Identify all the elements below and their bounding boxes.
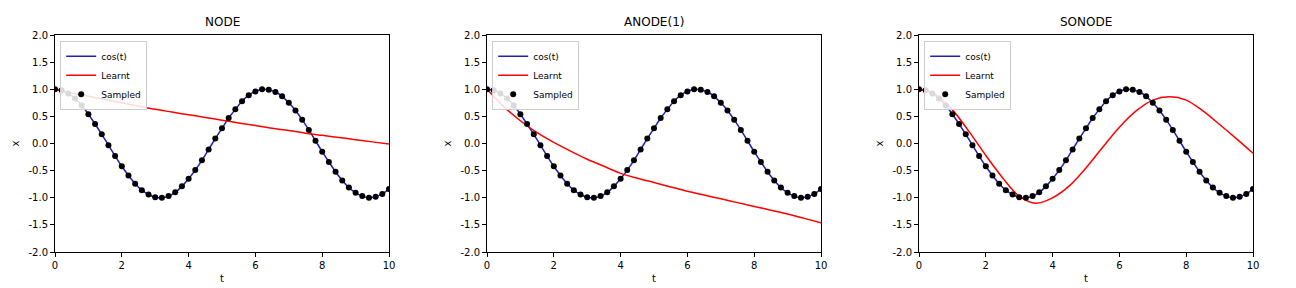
svg-text:Sampled: Sampled	[101, 90, 140, 100]
svg-text:1.5: 1.5	[464, 57, 480, 68]
svg-text:2: 2	[983, 260, 989, 271]
svg-text:SONODE: SONODE	[1060, 15, 1112, 29]
svg-text:-2.0: -2.0	[892, 247, 912, 258]
svg-text:2.0: 2.0	[32, 30, 48, 41]
svg-text:0.5: 0.5	[896, 111, 912, 122]
svg-text:0.0: 0.0	[896, 138, 912, 149]
svg-text:2.0: 2.0	[896, 30, 912, 41]
svg-text:cos(t): cos(t)	[965, 52, 991, 62]
svg-text:0: 0	[916, 260, 922, 271]
svg-text:Learnt: Learnt	[101, 71, 130, 81]
svg-text:0.0: 0.0	[32, 138, 48, 149]
svg-text:1.5: 1.5	[896, 57, 912, 68]
svg-text:8: 8	[319, 260, 325, 271]
svg-text:x: x	[874, 140, 885, 146]
svg-text:NODE: NODE	[205, 15, 240, 29]
svg-text:2: 2	[551, 260, 557, 271]
svg-text:-1.5: -1.5	[460, 219, 480, 230]
svg-text:cos(t): cos(t)	[101, 52, 127, 62]
svg-text:0: 0	[52, 260, 58, 271]
svg-text:Learnt: Learnt	[965, 71, 994, 81]
svg-text:0.5: 0.5	[32, 111, 48, 122]
svg-text:Learnt: Learnt	[533, 71, 562, 81]
svg-text:cos(t): cos(t)	[533, 52, 559, 62]
svg-text:6: 6	[1116, 260, 1122, 271]
svg-text:Sampled: Sampled	[965, 90, 1004, 100]
svg-text:-1.0: -1.0	[28, 192, 48, 203]
svg-text:10: 10	[383, 260, 396, 271]
svg-text:4: 4	[1049, 260, 1055, 271]
svg-text:1.5: 1.5	[32, 57, 48, 68]
svg-text:x: x	[442, 140, 453, 146]
svg-text:0.5: 0.5	[464, 111, 480, 122]
svg-text:-1.0: -1.0	[892, 192, 912, 203]
svg-text:-1.5: -1.5	[28, 219, 48, 230]
svg-text:2.0: 2.0	[464, 30, 480, 41]
svg-text:8: 8	[751, 260, 757, 271]
svg-text:-0.5: -0.5	[460, 165, 480, 176]
svg-text:-1.0: -1.0	[460, 192, 480, 203]
svg-text:6: 6	[684, 260, 690, 271]
svg-text:1.0: 1.0	[896, 84, 912, 95]
svg-text:4: 4	[185, 260, 191, 271]
svg-text:-0.5: -0.5	[28, 165, 48, 176]
svg-text:-1.5: -1.5	[892, 219, 912, 230]
svg-text:0.0: 0.0	[464, 138, 480, 149]
svg-text:0: 0	[484, 260, 490, 271]
svg-text:-2.0: -2.0	[460, 247, 480, 258]
svg-text:4: 4	[617, 260, 623, 271]
svg-text:6: 6	[252, 260, 258, 271]
svg-text:-0.5: -0.5	[892, 165, 912, 176]
svg-text:8: 8	[1183, 260, 1189, 271]
svg-text:ANODE(1): ANODE(1)	[624, 15, 684, 29]
svg-text:1.0: 1.0	[32, 84, 48, 95]
svg-text:2: 2	[119, 260, 125, 271]
svg-text:Sampled: Sampled	[533, 90, 572, 100]
svg-text:-2.0: -2.0	[28, 247, 48, 258]
svg-text:10: 10	[815, 260, 828, 271]
svg-text:x: x	[10, 140, 21, 146]
svg-text:1.0: 1.0	[464, 84, 480, 95]
svg-text:t: t	[652, 273, 656, 284]
svg-text:10: 10	[1247, 260, 1260, 271]
svg-text:t: t	[1084, 273, 1088, 284]
svg-text:t: t	[220, 273, 224, 284]
